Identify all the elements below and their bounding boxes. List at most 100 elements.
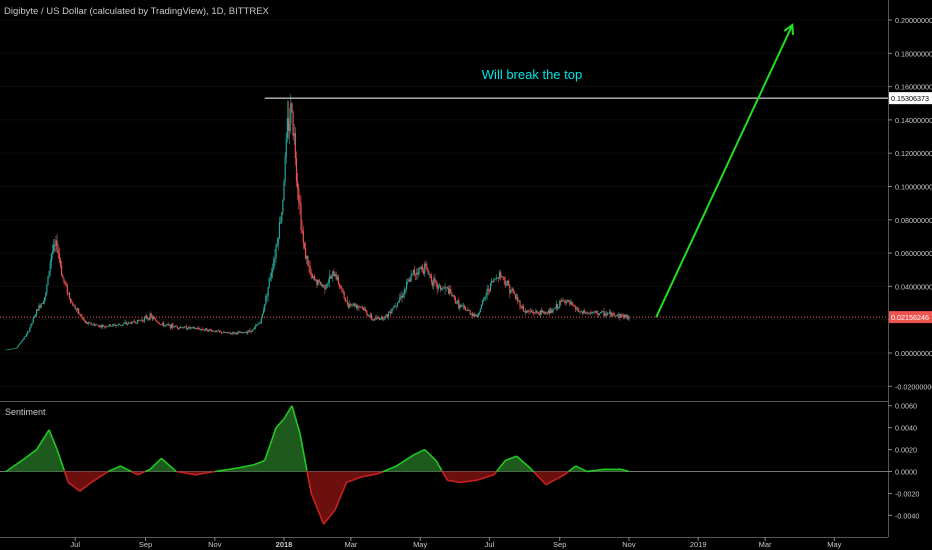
candle-body [582, 310, 585, 313]
candle-body [67, 293, 70, 294]
sentiment-line-segment [33, 450, 36, 453]
candle-body [175, 325, 177, 327]
candle-body [580, 311, 582, 313]
sentiment-line-segment [585, 470, 588, 473]
candle-body [483, 298, 485, 301]
resistance-label-box [889, 92, 932, 105]
annotation-text[interactable]: Will break the top [482, 67, 582, 82]
candle-body [327, 282, 329, 284]
candle-body [48, 270, 50, 277]
candle-body [438, 285, 441, 287]
sentiment-line-segment [420, 450, 423, 453]
sentiment-line-segment [434, 458, 437, 462]
candle-body [112, 324, 114, 326]
candle-body [601, 311, 603, 313]
sentiment-line-segment [359, 476, 362, 479]
candle-body [387, 312, 389, 317]
candle-body [373, 319, 375, 321]
candle-body [453, 295, 455, 298]
candle-body [568, 299, 570, 302]
candle-body [495, 277, 497, 280]
sentiment-line-segment [327, 516, 331, 520]
candle-body [522, 306, 525, 312]
candle-body [388, 311, 391, 313]
candle-body [146, 315, 148, 319]
sentiment-line-segment [79, 489, 82, 492]
candle-body [252, 329, 254, 330]
sentiment-line-segment [507, 458, 510, 461]
target-arrow[interactable] [655, 23, 794, 318]
candle-body [570, 302, 572, 305]
time-axis[interactable]: Jul Sep Nov 2018 Mar May Jul Sep Nov 2019 Mar May [70, 537, 842, 549]
sentiment-line-segment [84, 485, 88, 488]
candle-body [480, 304, 483, 309]
sentiment-line-segment [35, 446, 39, 451]
sentiment-line-segment [443, 474, 447, 479]
sentiment-line-segment [501, 461, 505, 465]
sentiment-line-segment [24, 456, 27, 459]
candle-body [396, 302, 399, 307]
sentiment-line-segment [40, 439, 44, 443]
candle-body [510, 290, 512, 294]
sentiment-line-segment [324, 520, 328, 523]
candle-body [321, 284, 324, 287]
sentiment-line-segment [382, 470, 385, 473]
candle-body [463, 305, 466, 308]
candle-body [16, 346, 18, 349]
sentiment-line-segment [394, 465, 397, 468]
candle-body [605, 313, 607, 315]
sentiment-line-segment [15, 462, 19, 466]
sentiment-line-segment [344, 482, 348, 487]
candle-body [496, 277, 498, 279]
sentiment-line-segment [313, 500, 317, 506]
candle-body [345, 300, 348, 302]
candle-body [180, 327, 182, 328]
candle-body [614, 315, 616, 317]
sentiment-line-segment [377, 472, 381, 475]
sentiment-line-segment [114, 467, 117, 470]
candle-body [468, 309, 470, 312]
candle-body [294, 133, 296, 159]
candle-body [596, 310, 598, 314]
candle-body [226, 331, 228, 333]
time-tick-label: May [827, 540, 841, 549]
candle-body [53, 244, 55, 252]
sentiment-line-segment [337, 499, 341, 504]
sentiment-axis[interactable]: 0.0060 0.0040 0.0020 0.0000 -0.0020 -0.0040 [888, 402, 919, 521]
candle-body [6, 349, 8, 351]
sentiment-line-segment [418, 450, 421, 454]
sentiment-line-segment [129, 470, 132, 473]
candle-body [253, 327, 256, 330]
candle-body [135, 322, 138, 324]
candle-body [155, 319, 157, 321]
candle-body [39, 305, 41, 308]
candle-body [428, 274, 430, 275]
sentiment-line-segment [303, 455, 307, 464]
sentiment-line-segment [572, 466, 575, 469]
sentiment-line-segment [132, 471, 135, 474]
candle-body [413, 269, 416, 275]
candle-body [509, 285, 511, 294]
candle-body [140, 319, 142, 321]
candle-body [383, 318, 385, 320]
sentiment-line-segment [559, 475, 562, 478]
sentiment-line-segment [166, 463, 170, 466]
sentiment-line-segment [304, 463, 308, 471]
candle-body [247, 331, 249, 334]
candle-body [32, 318, 34, 323]
sentiment-title: Sentiment [5, 407, 46, 417]
candle-body [531, 312, 534, 313]
price-tick-label: 0.14000000 [895, 116, 932, 125]
candle-body [224, 331, 226, 333]
candle-body [429, 274, 431, 276]
candle-body [485, 295, 487, 298]
sentiment-line-segment [118, 465, 121, 468]
candle-body [333, 271, 335, 277]
candle-body [106, 326, 108, 328]
candle-body [401, 295, 403, 298]
candle-body [165, 324, 167, 326]
candle-body [377, 317, 379, 319]
sentiment-line-segment [441, 470, 444, 474]
sentiment-line-segment [563, 473, 567, 476]
candle-body [96, 324, 98, 326]
